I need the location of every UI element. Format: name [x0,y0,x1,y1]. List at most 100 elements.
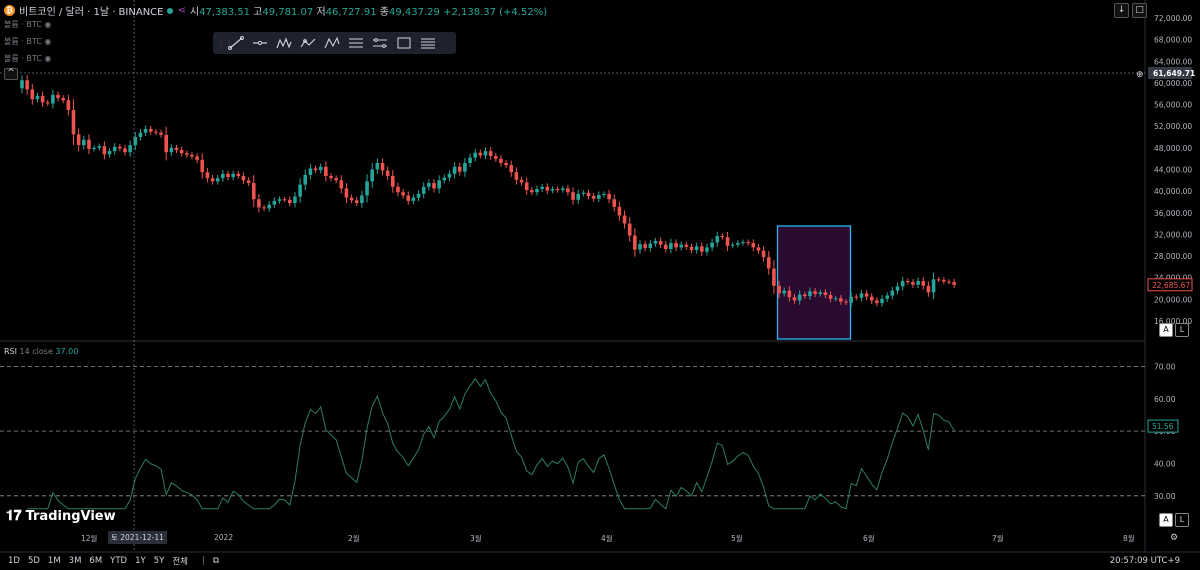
candle-body [102,146,107,155]
eye-icon[interactable]: ◉ [44,37,52,46]
time-axis-label: 2월 [348,534,360,543]
trend-line-icon[interactable] [225,34,247,52]
candle-body [725,237,730,246]
pattern-icon[interactable] [273,34,295,52]
candle-body [282,199,287,201]
price-axis[interactable]: 72,000.00 68,000.00 64,000.00 60,000.00 56,0… [1136,14,1195,326]
ohlc-values: 시47,383.51 고49,781.07 저46,727.91 종49,437… [189,7,548,18]
candle-body [530,190,534,193]
signal-icon: ⋖ [177,5,186,16]
candle-body [118,146,122,149]
candle-body [303,174,308,185]
range-5d[interactable]: 5D [27,556,40,566]
rsi-current-badge [1147,419,1179,433]
candle-body [494,155,498,159]
log-scale-button[interactable]: L [1175,323,1189,337]
time-axis-label: 4월 [601,534,613,543]
path-icon[interactable] [297,34,319,52]
indicator-legend[interactable]: 볼륨 · BTC ◉ [4,20,52,29]
highlight-rectangle[interactable] [776,225,852,340]
candle-body [545,186,550,191]
candle-body [669,243,673,250]
candle-body [535,188,539,193]
indicator-legend[interactable]: 볼륨 · BTC ◉ [4,54,52,63]
price-tick-label: 44,000.00 [1154,166,1192,175]
candle-body [272,200,277,205]
rsi-pane [0,366,1145,510]
rsi-auto-scale-button[interactable]: A [1159,513,1173,527]
range-1y[interactable]: 1Y [135,556,146,566]
range-1m[interactable]: 1M [47,556,61,566]
zigzag-icon[interactable] [321,34,343,52]
horizontal-line-icon[interactable] [249,34,271,52]
range-5y[interactable]: 5Y [153,556,165,566]
grip-icon[interactable]: ⋮⋮ [217,38,233,47]
candle-body [864,293,869,297]
candle-body [107,151,112,155]
range-icon[interactable] [369,34,391,52]
candle-body [159,132,163,135]
candle-body [20,80,24,89]
candle-body [540,186,544,189]
candle-body [339,180,344,189]
candle-body [360,195,364,204]
settings-lines-icon[interactable] [417,34,439,52]
price-tick-label: 64,000.00 [1154,57,1192,66]
candle-body [195,156,199,160]
eye-icon[interactable]: ◉ [44,20,52,29]
calendar-icon[interactable]: ⧉ [212,556,219,566]
candle-body [427,183,431,187]
fib-icon[interactable] [345,34,367,52]
candle-body [210,178,215,182]
price-tick-label: 16,000.00 [1154,317,1192,326]
candle-body [179,150,184,154]
candle-body [700,246,704,252]
candle-body [648,243,653,248]
candle-body [895,286,900,291]
fullscreen-icon[interactable]: □ [1132,3,1147,18]
candle-body [890,290,895,296]
range-6m[interactable]: 6M [89,556,103,566]
candle-body [324,166,328,176]
candle-body [437,180,441,189]
symbol-title[interactable]: 비트코인 / 달러 · 1날 · BINANCE [19,7,164,18]
candle-body [148,128,153,132]
eye-icon[interactable]: ◉ [44,54,52,63]
candle-body [839,298,843,302]
candle-body [880,298,884,304]
candle-body [318,166,323,171]
candle-body [45,102,50,104]
rectangle-icon[interactable] [393,34,415,52]
candle-body [926,285,931,293]
candle-body [112,146,117,152]
candle-body [257,199,261,208]
axis-settings-icon[interactable]: ⚙ [1170,533,1179,543]
candle-body [684,244,689,247]
price-tick-label: 60,000.00 [1154,79,1192,88]
candlestick-series [20,74,956,307]
auto-scale-button[interactable]: A [1159,323,1173,337]
symbol-header[interactable]: ₿ 비트코인 / 달러 · 1날 · BINANCE ⋖ 시47,383.51 … [4,3,547,18]
collapse-legend-button[interactable]: ^ [4,68,18,80]
drawing-toolbar[interactable]: ⋮⋮ [213,32,456,54]
range-all[interactable]: 전체 [172,557,188,567]
range-ytd[interactable]: YTD [110,556,128,566]
candle-body [916,280,920,285]
price-tick-label: 68,000.00 [1154,36,1192,45]
candle-body [571,192,575,200]
candle-body [174,147,179,151]
candle-body [906,280,910,283]
candle-body [694,246,699,251]
candle-body [751,243,756,248]
download-icon[interactable]: ↓ [1114,3,1129,18]
range-3m[interactable]: 3M [68,556,82,566]
clock[interactable]: 20:57:09 UTC+9 [1109,556,1180,566]
price-tick-label: 24,000.00 [1154,274,1192,283]
candle-body [797,294,802,301]
rsi-legend[interactable]: RSI 14 close 37.00 [4,347,79,356]
range-1d[interactable]: 1D [8,556,20,566]
rsi-log-scale-button[interactable]: L [1175,513,1189,527]
indicator-legend[interactable]: 볼륨 · BTC ◉ [4,37,52,46]
